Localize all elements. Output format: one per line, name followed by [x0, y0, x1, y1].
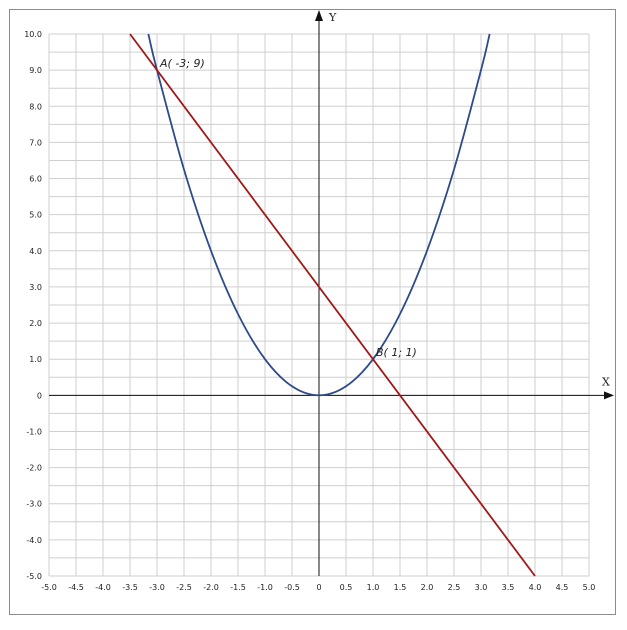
x-tick-label: -1.5	[230, 583, 246, 592]
axes: X Y	[49, 10, 614, 576]
chart-frame	[9, 9, 616, 615]
series-lines	[129, 33, 536, 577]
x-tick-label: 4.0	[529, 583, 542, 592]
x-tick-label: -4.0	[95, 583, 111, 592]
x-tick-label: -1.0	[257, 583, 273, 592]
y-tick-label: -4.0	[26, 536, 42, 545]
x-tick-label: -0.5	[284, 583, 300, 592]
y-tick-label: 7.0	[29, 138, 42, 147]
x-tick-label: 3.0	[475, 583, 488, 592]
x-tick-label: 1.0	[367, 583, 380, 592]
tick-labels: -5.0 -4.5 -4.0 -3.5 -3.0 -2.5 -2.0 -1.5 -1.0 -0.5…	[24, 30, 595, 592]
x-tick-label: -4.5	[68, 583, 84, 592]
point-label: B( 1; 1)	[376, 346, 417, 359]
x-tick-label: -3.0	[149, 583, 165, 592]
x-tick-label: 1.5	[394, 583, 407, 592]
x-tick-label: -2.0	[203, 583, 219, 592]
x-tick-label: 0.5	[340, 583, 353, 592]
y-tick-label: 3.0	[29, 283, 42, 292]
x-tick-label: -2.5	[176, 583, 192, 592]
y-tick-label: 10.0	[24, 30, 42, 39]
x-tick-label: -5.0	[41, 583, 57, 592]
y-tick-label: 8.0	[29, 102, 42, 111]
x-tick-label: 0	[316, 583, 321, 592]
x-tick-label: 3.5	[502, 583, 515, 592]
y-axis-label: Y	[328, 11, 337, 24]
series-line-2	[129, 33, 536, 577]
y-tick-label: 2.0	[29, 319, 42, 328]
y-tick-label: -5.0	[26, 572, 42, 581]
y-tick-label: 0	[37, 391, 42, 400]
y-tick-label: 9.0	[29, 66, 42, 75]
y-tick-label: 5.0	[29, 211, 42, 220]
x-tick-label: 2.5	[448, 583, 461, 592]
x-axis-arrow-icon	[604, 391, 614, 400]
y-tick-label: -2.0	[26, 464, 42, 473]
series-line-1	[147, 33, 491, 397]
x-axis-label: X	[602, 375, 610, 388]
y-tick-label: 1.0	[29, 355, 42, 364]
point-label: A( -3; 9)	[159, 57, 205, 70]
y-tick-label: -1.0	[26, 427, 42, 436]
y-axis-arrow-icon	[315, 10, 323, 21]
x-tick-label: 4.5	[556, 583, 569, 592]
x-tick-label: -3.5	[122, 583, 138, 592]
annotations: A( -3; 9) B( 1; 1)	[159, 57, 417, 359]
x-tick-label: 5.0	[583, 583, 596, 592]
x-tick-label: 2.0	[421, 583, 434, 592]
y-tick-label: -3.0	[26, 500, 42, 509]
y-tick-label: 4.0	[29, 247, 42, 256]
y-tick-label: 6.0	[29, 175, 42, 184]
